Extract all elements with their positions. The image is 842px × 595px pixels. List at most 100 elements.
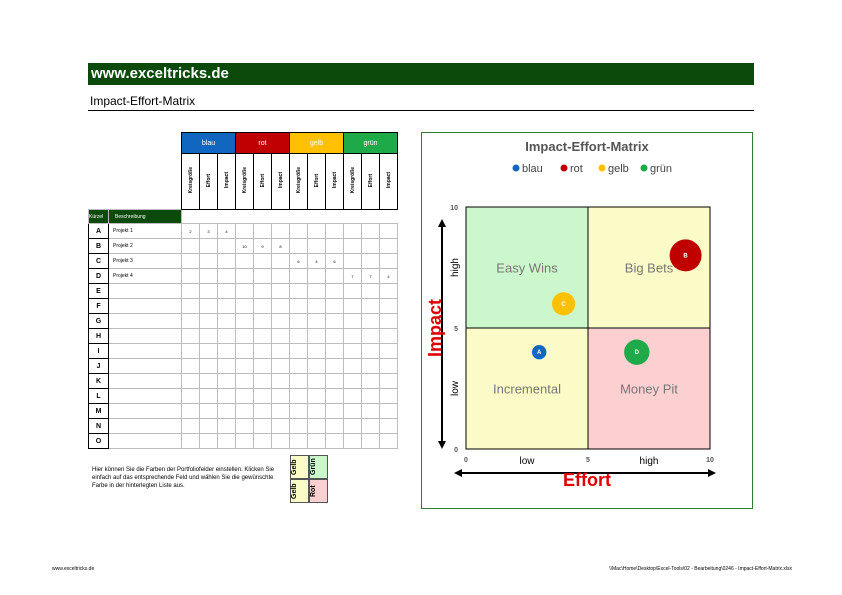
value-cell[interactable]	[379, 253, 398, 269]
value-cell[interactable]	[181, 358, 200, 374]
value-cell[interactable]	[181, 343, 200, 359]
value-cell[interactable]	[271, 373, 290, 389]
value-cell[interactable]	[199, 298, 218, 314]
value-cell[interactable]	[271, 283, 290, 299]
value-cell[interactable]	[361, 343, 380, 359]
value-cell[interactable]	[199, 403, 218, 419]
value-cell[interactable]	[217, 313, 236, 329]
value-cell[interactable]	[271, 388, 290, 404]
value-cell[interactable]	[235, 418, 254, 434]
value-cell[interactable]	[235, 268, 254, 284]
value-cell[interactable]	[343, 253, 362, 269]
value-cell[interactable]	[253, 418, 272, 434]
value-cell[interactable]	[235, 328, 254, 344]
value-cell[interactable]	[235, 403, 254, 419]
value-cell[interactable]	[361, 418, 380, 434]
palette-cell-bottom-right[interactable]: Rot	[309, 479, 328, 503]
value-cell[interactable]	[235, 298, 254, 314]
value-cell[interactable]	[199, 313, 218, 329]
value-cell[interactable]	[343, 238, 362, 254]
value-cell[interactable]: 4	[217, 223, 236, 239]
value-cell[interactable]	[307, 268, 326, 284]
value-cell[interactable]	[289, 298, 308, 314]
value-cell[interactable]	[343, 223, 362, 239]
value-cell[interactable]	[379, 223, 398, 239]
value-cell[interactable]: 9	[253, 238, 272, 254]
value-cell[interactable]	[235, 343, 254, 359]
value-cell[interactable]	[199, 358, 218, 374]
value-cell[interactable]	[235, 388, 254, 404]
value-cell[interactable]	[325, 238, 344, 254]
value-cell[interactable]: 6	[289, 253, 308, 269]
value-cell[interactable]	[379, 313, 398, 329]
value-cell[interactable]	[271, 328, 290, 344]
value-cell[interactable]	[289, 418, 308, 434]
value-cell[interactable]	[307, 343, 326, 359]
palette-cell-top-left[interactable]: Gelb	[290, 455, 309, 479]
value-cell[interactable]	[361, 298, 380, 314]
row-description[interactable]	[108, 358, 182, 374]
value-cell[interactable]: 4	[307, 253, 326, 269]
value-cell[interactable]	[343, 403, 362, 419]
value-cell[interactable]	[325, 268, 344, 284]
row-description[interactable]	[108, 328, 182, 344]
value-cell[interactable]	[181, 373, 200, 389]
value-cell[interactable]	[253, 388, 272, 404]
value-cell[interactable]	[343, 298, 362, 314]
value-cell[interactable]	[307, 373, 326, 389]
value-cell[interactable]: 3	[199, 223, 218, 239]
value-cell[interactable]	[253, 283, 272, 299]
value-cell[interactable]	[379, 403, 398, 419]
value-cell[interactable]	[379, 283, 398, 299]
value-cell[interactable]	[379, 298, 398, 314]
value-cell[interactable]	[361, 373, 380, 389]
value-cell[interactable]	[307, 403, 326, 419]
value-cell[interactable]	[361, 253, 380, 269]
value-cell[interactable]	[217, 298, 236, 314]
value-cell[interactable]	[379, 433, 398, 449]
value-cell[interactable]	[235, 223, 254, 239]
value-cell[interactable]	[289, 403, 308, 419]
value-cell[interactable]	[271, 223, 290, 239]
value-cell[interactable]	[307, 358, 326, 374]
value-cell[interactable]	[253, 253, 272, 269]
value-cell[interactable]	[361, 358, 380, 374]
value-cell[interactable]	[199, 388, 218, 404]
value-cell[interactable]	[271, 253, 290, 269]
value-cell[interactable]	[379, 343, 398, 359]
value-cell[interactable]	[271, 433, 290, 449]
value-cell[interactable]	[235, 373, 254, 389]
value-cell[interactable]	[379, 388, 398, 404]
row-description[interactable]	[108, 283, 182, 299]
value-cell[interactable]	[325, 343, 344, 359]
value-cell[interactable]	[361, 403, 380, 419]
value-cell[interactable]: 4	[379, 268, 398, 284]
value-cell[interactable]	[343, 283, 362, 299]
value-cell[interactable]	[361, 433, 380, 449]
value-cell[interactable]	[271, 358, 290, 374]
row-description[interactable]	[108, 373, 182, 389]
value-cell[interactable]	[307, 433, 326, 449]
value-cell[interactable]	[289, 358, 308, 374]
value-cell[interactable]	[181, 403, 200, 419]
value-cell[interactable]	[271, 313, 290, 329]
value-cell[interactable]	[325, 388, 344, 404]
value-cell[interactable]	[199, 253, 218, 269]
value-cell[interactable]	[379, 358, 398, 374]
value-cell[interactable]	[289, 328, 308, 344]
row-description[interactable]	[108, 298, 182, 314]
palette-cell-top-right[interactable]: Grün	[309, 455, 328, 479]
value-cell[interactable]	[307, 223, 326, 239]
value-cell[interactable]	[235, 283, 254, 299]
value-cell[interactable]	[217, 403, 236, 419]
value-cell[interactable]	[271, 268, 290, 284]
value-cell[interactable]	[199, 328, 218, 344]
value-cell[interactable]	[253, 343, 272, 359]
row-description[interactable]: Projekt 3	[108, 253, 182, 269]
value-cell[interactable]	[181, 238, 200, 254]
value-cell[interactable]	[235, 433, 254, 449]
value-cell[interactable]	[217, 373, 236, 389]
value-cell[interactable]	[343, 358, 362, 374]
value-cell[interactable]	[199, 268, 218, 284]
value-cell[interactable]	[217, 268, 236, 284]
